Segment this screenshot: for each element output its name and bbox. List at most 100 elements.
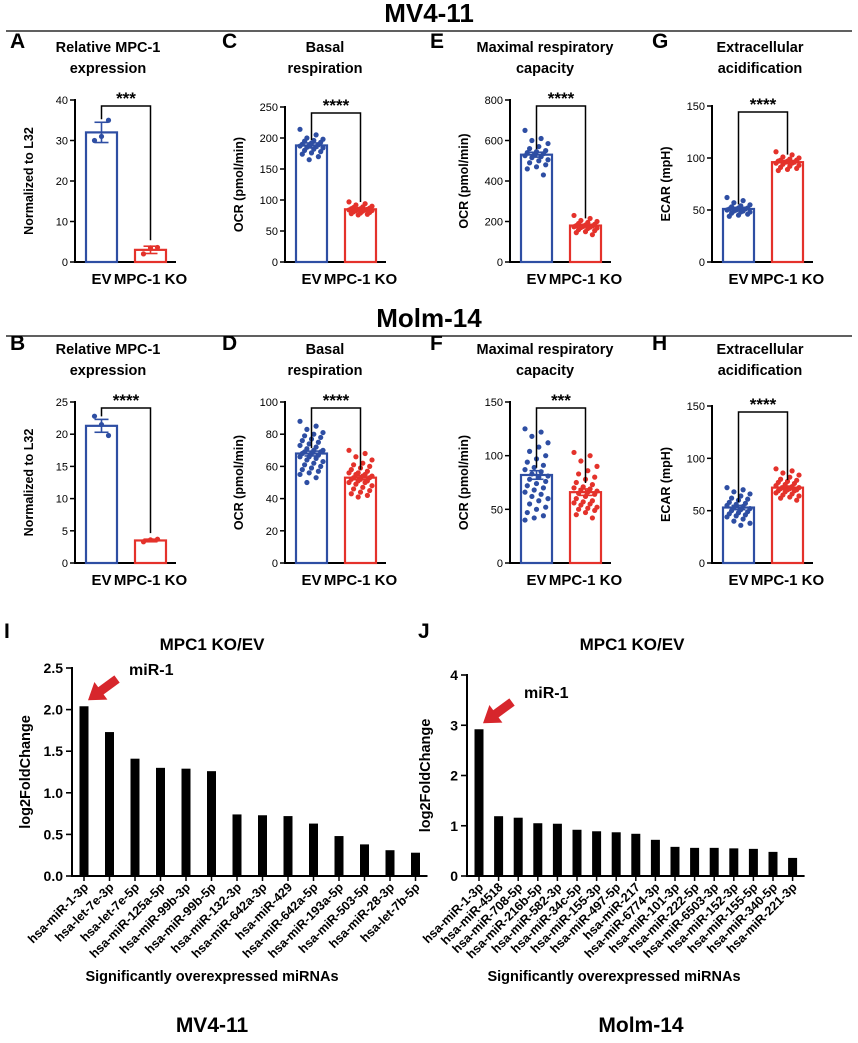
data-point: [573, 230, 579, 236]
data-point: [787, 474, 793, 480]
significance-label: ****: [323, 391, 350, 410]
y-tick-label: 2.5: [44, 660, 64, 676]
bar: [105, 732, 114, 876]
data-point: [543, 162, 549, 168]
data-point: [573, 512, 579, 518]
data-point: [306, 157, 312, 163]
x-tick-label: EV: [301, 271, 321, 288]
panel-title: Extracellular: [716, 40, 803, 56]
y-tick-label: 40: [56, 95, 68, 107]
x-tick-label: MPC-1 KO: [114, 572, 188, 589]
x-tick-label: MPC-1 KO: [549, 271, 623, 288]
data-point: [576, 506, 582, 512]
data-point: [529, 471, 535, 477]
panel-letter: D: [222, 332, 237, 355]
data-point: [747, 491, 753, 497]
data-point: [315, 439, 321, 445]
data-point: [346, 207, 352, 213]
data-point: [313, 455, 319, 461]
data-point: [318, 463, 324, 469]
data-point: [740, 198, 746, 204]
data-point: [587, 453, 593, 459]
bar: [130, 758, 140, 876]
data-point: [353, 454, 359, 460]
data-point: [304, 457, 310, 463]
data-point: [543, 504, 549, 510]
data-point: [346, 479, 352, 486]
x-tick-label: EV: [91, 271, 111, 288]
data-point: [297, 143, 303, 149]
bar: [283, 816, 293, 876]
y-tick-label: 3: [450, 717, 458, 733]
bottom-label-molm-14: Molm-14: [598, 1014, 684, 1037]
significance-label: ***: [551, 391, 571, 410]
x-tick-label: MPC-1 KO: [751, 572, 825, 589]
data-point: [724, 194, 730, 201]
panel-title: acidification: [718, 61, 803, 77]
significance-label: ****: [113, 391, 140, 410]
y-tick-label: 250: [260, 102, 278, 114]
panel-g: G Extracellular acidification 0 50 100 150 ECAR…: [652, 30, 824, 288]
data-point: [302, 433, 308, 439]
section-header-molm-14: Molm-14: [376, 303, 482, 333]
y-tick-label: 200: [485, 217, 503, 229]
data-point: [364, 211, 370, 217]
panel-letter: F: [430, 332, 443, 355]
panel-letter: I: [4, 620, 10, 643]
data-point: [313, 475, 319, 481]
data-point: [367, 463, 373, 469]
x-tick-label: MPC-1 KO: [114, 271, 188, 288]
data-point: [745, 211, 751, 217]
data-point: [360, 460, 366, 466]
x-tick-label: EV: [526, 271, 546, 288]
bar: [411, 852, 420, 876]
data-point: [571, 485, 577, 491]
x-tick-label: MPC-1 KO: [324, 271, 398, 288]
data-point: [589, 515, 596, 521]
data-point: [105, 432, 112, 439]
data-point: [320, 458, 326, 465]
data-point: [740, 487, 746, 493]
chart-title: MPC1 KO/EV: [160, 635, 266, 654]
data-point: [726, 213, 732, 219]
data-point: [311, 460, 317, 466]
significance-label: ****: [548, 89, 575, 108]
data-point: [355, 494, 361, 500]
data-point: [796, 493, 802, 499]
y-tick-label: 10: [56, 217, 68, 229]
bar: [788, 857, 798, 876]
data-point: [524, 166, 530, 172]
data-point: [351, 486, 357, 492]
data-point: [573, 479, 579, 486]
data-point: [571, 500, 577, 506]
bar: [385, 850, 395, 876]
data-point: [540, 172, 547, 178]
panel-title: capacity: [516, 363, 574, 379]
data-point: [297, 126, 303, 132]
data-point: [308, 465, 315, 471]
data-point: [522, 467, 528, 473]
data-point: [589, 232, 596, 238]
data-point: [571, 449, 577, 456]
panel-i: I MPC1 KO/EV 0.0 0.5 1.0 1.5 2.0 2.5 log2FoldCha…: [4, 620, 428, 985]
data-point: [545, 140, 551, 147]
data-point: [531, 487, 537, 493]
significance-label: ****: [750, 395, 777, 414]
data-point: [545, 473, 551, 479]
y-tick-label: 100: [260, 195, 278, 207]
panel-a: A Relative MPC-1 expression 0 10 20 30 40 Normal…: [10, 30, 187, 288]
bar: [552, 823, 562, 876]
data-point: [794, 165, 800, 171]
data-point: [346, 447, 352, 453]
data-point: [306, 441, 312, 447]
annotation-arrow-head: [483, 704, 503, 724]
data-point: [733, 513, 739, 519]
data-point: [536, 143, 542, 150]
panel-title: acidification: [718, 363, 803, 379]
bar: [729, 848, 739, 876]
data-point: [353, 481, 359, 487]
significance-bracket: [737, 411, 789, 503]
annotation-arrow-shaft: [491, 698, 515, 719]
data-point: [735, 212, 742, 218]
